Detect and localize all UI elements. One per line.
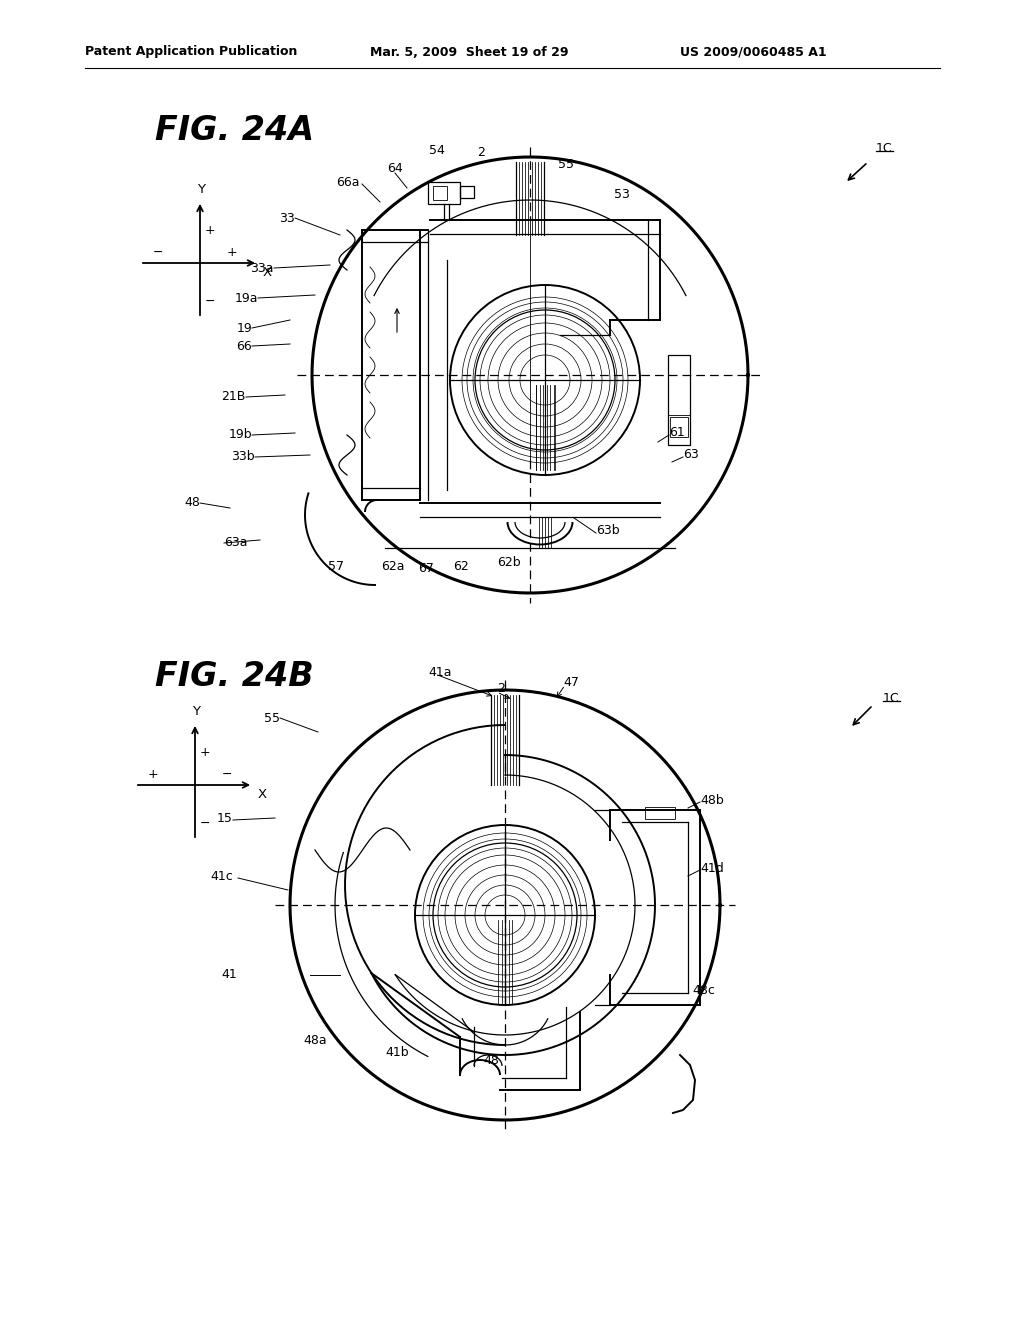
Text: −: − xyxy=(153,246,163,259)
Bar xyxy=(433,186,447,201)
Text: 41c: 41c xyxy=(210,870,233,883)
Text: 2: 2 xyxy=(477,145,485,158)
Text: 63a: 63a xyxy=(224,536,248,549)
Text: FIG. 24B: FIG. 24B xyxy=(155,660,313,693)
Text: Y: Y xyxy=(197,183,205,195)
Text: 47: 47 xyxy=(563,676,579,689)
Text: 67: 67 xyxy=(418,561,434,574)
Text: 48a: 48a xyxy=(303,1034,327,1047)
Text: +: + xyxy=(200,747,211,759)
Text: 19: 19 xyxy=(237,322,252,334)
Text: 62a: 62a xyxy=(381,560,404,573)
Text: −: − xyxy=(222,767,232,780)
Text: 55: 55 xyxy=(558,158,574,172)
Text: 48: 48 xyxy=(483,1053,499,1067)
Bar xyxy=(668,355,690,445)
Text: 53: 53 xyxy=(614,189,630,202)
Text: 64: 64 xyxy=(387,161,402,174)
Text: US 2009/0060485 A1: US 2009/0060485 A1 xyxy=(680,45,826,58)
Text: 48: 48 xyxy=(184,496,200,510)
Bar xyxy=(670,417,688,437)
Text: Patent Application Publication: Patent Application Publication xyxy=(85,45,297,58)
Text: 41: 41 xyxy=(221,969,237,982)
Bar xyxy=(645,807,675,818)
Text: 61: 61 xyxy=(669,425,685,438)
Text: X: X xyxy=(263,265,272,279)
Text: 62b: 62b xyxy=(497,556,520,569)
Text: 19a: 19a xyxy=(234,292,258,305)
Text: 63: 63 xyxy=(683,449,698,462)
Text: 2: 2 xyxy=(497,681,505,694)
Text: 57: 57 xyxy=(328,560,344,573)
Text: 1C: 1C xyxy=(883,692,900,705)
Bar xyxy=(428,182,460,205)
Text: 41d: 41d xyxy=(700,862,724,874)
Text: +: + xyxy=(147,767,159,780)
Text: X: X xyxy=(258,788,267,800)
Text: 66a: 66a xyxy=(337,176,360,189)
Text: 54: 54 xyxy=(429,144,445,157)
Text: 33: 33 xyxy=(280,211,295,224)
Text: 62: 62 xyxy=(453,560,469,573)
Text: 63b: 63b xyxy=(596,524,620,536)
Text: 19b: 19b xyxy=(228,429,252,441)
Text: 33a: 33a xyxy=(251,261,274,275)
Text: −: − xyxy=(205,294,215,308)
Text: −: − xyxy=(200,817,211,829)
Text: Y: Y xyxy=(193,705,200,718)
Text: 21B: 21B xyxy=(221,391,246,404)
Text: Mar. 5, 2009  Sheet 19 of 29: Mar. 5, 2009 Sheet 19 of 29 xyxy=(370,45,568,58)
Text: +: + xyxy=(205,224,216,238)
Text: 33b: 33b xyxy=(231,450,255,463)
Text: 15: 15 xyxy=(217,812,233,825)
Text: 66: 66 xyxy=(237,339,252,352)
Text: FIG. 24A: FIG. 24A xyxy=(155,114,314,147)
Text: 41b: 41b xyxy=(385,1045,409,1059)
Text: 48c: 48c xyxy=(692,983,715,997)
Text: +: + xyxy=(226,246,238,259)
Text: 1C: 1C xyxy=(876,141,893,154)
Bar xyxy=(460,186,474,198)
Text: 55: 55 xyxy=(264,711,280,725)
Text: 48b: 48b xyxy=(700,793,724,807)
Text: 41a: 41a xyxy=(428,665,452,678)
